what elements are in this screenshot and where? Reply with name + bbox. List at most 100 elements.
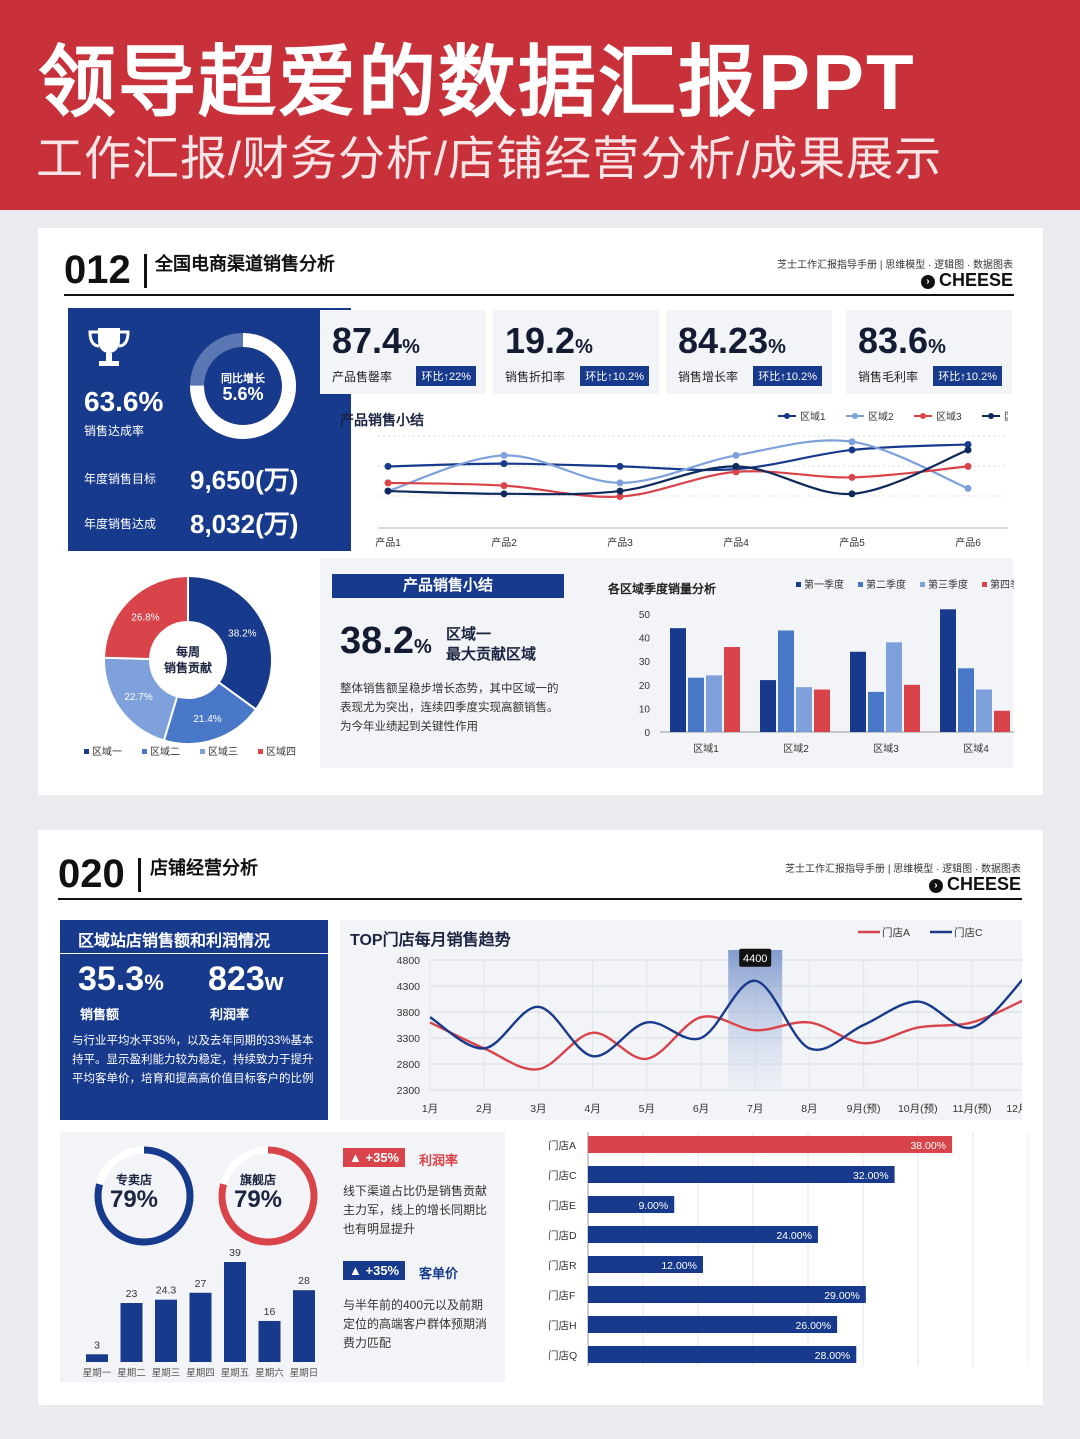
bar	[850, 651, 866, 732]
legend-swatch-dot	[852, 413, 858, 419]
pie-legend: 区域一 区域二 区域三 区域四	[84, 745, 296, 758]
series-line	[429, 978, 1022, 1058]
kpi-badge: 环比↑10.2%	[753, 366, 822, 386]
y-tick-label: 门店F	[548, 1289, 575, 1302]
y-tick-label: 50	[639, 610, 651, 621]
summary-text: 整体销售额呈稳步增长态势，其中区域一的表现尤为突出，连续四季度实现高额销售。为今…	[340, 683, 559, 733]
slice-label: 38.2%	[228, 628, 256, 639]
kpi-value: 84.23%	[678, 320, 786, 361]
data-point	[616, 487, 624, 495]
trend-title: TOP门店每月销售趋势	[350, 932, 511, 949]
bar-value-label: 3	[94, 1339, 100, 1351]
bar	[958, 668, 974, 732]
slide-title: 全国电商渠道销售分析	[155, 254, 335, 274]
data-point	[616, 493, 624, 501]
yoy-value: 5.6%	[222, 384, 264, 404]
brand-logo: › CHEESE	[920, 270, 1013, 291]
legend-swatch-dot	[920, 413, 926, 419]
x-tick-label: 6月	[693, 1103, 709, 1115]
pie-center-label: 每周	[176, 644, 200, 659]
legend-label: 区域2	[868, 410, 894, 423]
legend-label: 区域1	[800, 410, 826, 423]
x-tick-label: 4月	[584, 1103, 600, 1115]
legend-swatch	[982, 582, 987, 587]
y-tick-label: 3800	[397, 1007, 421, 1019]
bar	[588, 1136, 953, 1153]
arrow-up-icon: ▲	[349, 1263, 362, 1278]
data-point	[964, 484, 972, 492]
stat1-label: 销售额	[80, 1007, 120, 1022]
data-point	[500, 451, 508, 459]
profit-box-title: 区域站店销售额和利润情况	[78, 933, 271, 950]
yoy-ring	[190, 333, 296, 439]
kpi-value: 83.6%	[858, 320, 946, 361]
bar	[994, 710, 1010, 732]
kpi-value: 19.2%	[505, 320, 593, 361]
x-tick-label: 1月	[422, 1103, 438, 1115]
x-tick-label: 5月	[639, 1103, 655, 1115]
note2-badge: ▲ +35%	[343, 1261, 406, 1280]
slide-number: 020	[58, 852, 125, 896]
title-divider	[138, 858, 141, 892]
kpi-label: 销售折扣率	[505, 370, 566, 384]
ring-progress	[94, 1146, 194, 1246]
bar	[904, 684, 920, 732]
data-point	[384, 479, 392, 487]
bar	[588, 1286, 866, 1303]
ring-progress	[218, 1146, 318, 1246]
kpi-badge: 环比↑22%	[416, 366, 476, 386]
data-point	[384, 462, 392, 470]
bar-value-label: 12.00%	[661, 1260, 697, 1272]
legend-label: 第一季度	[804, 578, 844, 591]
legend-label: 区域四	[266, 745, 296, 758]
note1-text: 线下渠道占比仍是销售贡献主力军，线上的增长同期比也有明显提升	[343, 1184, 488, 1236]
ring1-value: 79%	[109, 1186, 159, 1213]
data-point	[384, 487, 392, 495]
slide-number: 012	[64, 248, 131, 292]
store-hbar-chart: 门店A 38.00% 门店C 32.00% 门店E 9.00% 门店D 24.00% 门店R 12…	[548, 1132, 1028, 1366]
stat2-label: 利润率	[210, 1007, 250, 1022]
slide-card-2: 020 店铺经营分析 芝士工作汇报指导手册 | 思维模型 · 逻辑图 · 数据图…	[38, 830, 1043, 1405]
bar	[588, 1346, 857, 1363]
x-tick-label: 8月	[801, 1103, 817, 1115]
note1-title: 利润率	[419, 1153, 459, 1168]
store-trend-chart: 2300 2800 3300 3800 4300 4800 1月 2月 3月 4月 5月 6月 7月 8月…	[397, 926, 1022, 1115]
bar	[155, 1299, 177, 1362]
bar	[868, 691, 884, 732]
data-point	[616, 462, 624, 470]
series-line	[387, 439, 969, 493]
y-tick-label: 0	[644, 728, 650, 739]
slide-card-1: 012 全国电商渠道销售分析 芝士工作汇报指导手册 | 思维模型 · 逻辑图 ·…	[38, 228, 1043, 795]
data-point	[964, 440, 972, 448]
bar	[688, 677, 704, 732]
bar	[706, 675, 722, 732]
kpi-label: 销售增长率	[678, 370, 739, 384]
bar	[588, 1256, 703, 1273]
slice-label: 21.4%	[193, 714, 221, 725]
y-tick-label: 10	[639, 704, 651, 715]
y-tick-label: 3300	[397, 1033, 421, 1045]
y-tick-label: 门店H	[548, 1319, 577, 1332]
data-point	[848, 438, 856, 446]
bar	[814, 689, 830, 732]
bar	[940, 609, 956, 732]
data-point	[500, 490, 508, 498]
brand-name: CHEESE	[938, 270, 1013, 290]
legend-label: 区域二	[150, 745, 180, 758]
profit-text: 与行业平均水平35%，以及去年同期的33%基本持平。显示盈利能力较为稳定，持续致…	[72, 1035, 314, 1085]
y-tick-label: 门店Q	[548, 1349, 577, 1362]
highlight-line1: 区域一	[446, 626, 492, 643]
line-chart-title: 产品销售小结	[340, 412, 424, 428]
y-tick-label: 门店A	[548, 1139, 576, 1152]
legend-swatch	[258, 749, 263, 754]
bar-value-label: 24.00%	[776, 1230, 812, 1242]
bar-chart-title: 各区域季度销量分析	[608, 582, 717, 596]
bar-value-label: 28.00%	[815, 1350, 851, 1362]
bar-value-label: 23	[126, 1288, 138, 1300]
bar-value-label: 26.00%	[795, 1320, 831, 1332]
x-tick-label: 12月(预)	[1006, 1103, 1022, 1115]
x-tick-label: 10月(预)	[898, 1103, 938, 1115]
region-quarter-bar-chart: 0 10 20 30 40 50 区域1 区域2 区域3 区域4 第一季度 第二季度 第三季度 第四季度	[639, 578, 1014, 755]
weekday-bar-chart: 3 星期一 23 星期二 24.3 星期三 27 星期四 39 星期五 16 星期六 28 星期日	[83, 1247, 319, 1379]
